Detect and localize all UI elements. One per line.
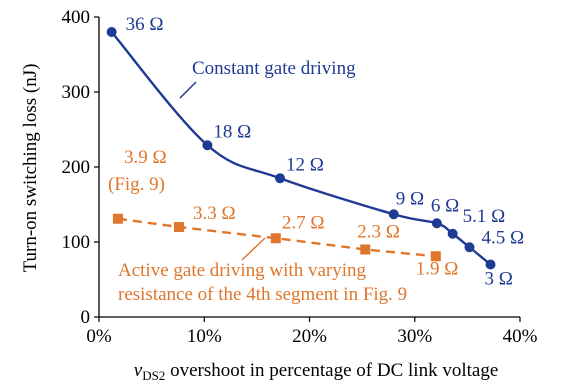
active-series-label-line2: resistance of the 4th segment in Fig. 9	[118, 284, 407, 305]
y-axis-title: Turn-on switching loss (nJ)	[20, 64, 41, 273]
point-label-constant: 6 Ω	[431, 195, 459, 216]
data-point-constant	[106, 27, 117, 37]
x-tick-label: 0%	[86, 326, 112, 347]
y-tick-label: 100	[62, 232, 91, 253]
x-axis-title-sub: DS2	[142, 368, 165, 383]
series-line-active	[117, 217, 436, 258]
data-point-active	[173, 222, 184, 232]
data-point-active	[270, 233, 281, 244]
point-label-constant: 12 Ω	[286, 154, 324, 175]
y-tick-label: 0	[81, 307, 91, 328]
y-tick-label: 200	[62, 157, 91, 178]
active-series-leader	[241, 237, 266, 261]
data-point-active	[112, 213, 123, 224]
active-series-label-line1: Active gate driving with varying	[118, 260, 366, 281]
point-label-active: 2.7 Ω	[282, 212, 325, 233]
point-label-active: 2.3 Ω	[357, 222, 400, 243]
data-point-constant	[431, 218, 442, 229]
point-label-constant: 3 Ω	[485, 269, 513, 290]
point-label-constant: 9 Ω	[396, 188, 424, 209]
x-tick-label: 10%	[187, 326, 222, 347]
point-label-active: 3.3 Ω	[193, 203, 236, 224]
axes: 0 100 200 300 400 0% 10% 20% 30% 40%	[62, 7, 538, 347]
data-point-constant	[485, 259, 496, 270]
x-tick-label: 30%	[397, 326, 432, 347]
x-tick-label: 20%	[292, 326, 327, 347]
point-label-constant: 5.1 Ω	[463, 206, 506, 227]
data-point-constant	[202, 140, 213, 151]
active-extra-label: (Fig. 9)	[108, 174, 165, 195]
data-point-active	[430, 251, 441, 262]
point-label-constant: 4.5 Ω	[481, 227, 524, 248]
data-point-constant	[447, 228, 458, 239]
data-point-constant	[275, 173, 286, 184]
series-layer	[106, 27, 496, 270]
y-tick-label: 400	[62, 7, 91, 28]
constant-series-label: Constant gate driving	[192, 58, 356, 79]
data-point-active	[360, 244, 371, 255]
constant-series-leader	[179, 81, 197, 99]
point-label-constant: 36 Ω	[126, 14, 164, 35]
x-tick-label: 40%	[503, 326, 538, 347]
point-label-constant: 18 Ω	[213, 121, 251, 142]
point-label-active: 1.9 Ω	[416, 258, 459, 279]
x-axis-title: vDS2 overshoot in percentage of DC link …	[134, 360, 499, 383]
labels-layer: 36 Ω 18 Ω 12 Ω 9 Ω 6 Ω 5.1 Ω4.5 Ω 3 Ω 3.9 Ω 3.3 …	[124, 14, 524, 290]
x-axis-title-var: v	[134, 360, 143, 381]
data-point-constant	[464, 242, 475, 253]
point-label-active: 3.9 Ω	[124, 147, 167, 168]
data-point-constant	[388, 209, 399, 220]
y-tick-label: 300	[62, 82, 91, 103]
x-axis-title-rest: overshoot in percentage of DC link volta…	[165, 360, 498, 381]
